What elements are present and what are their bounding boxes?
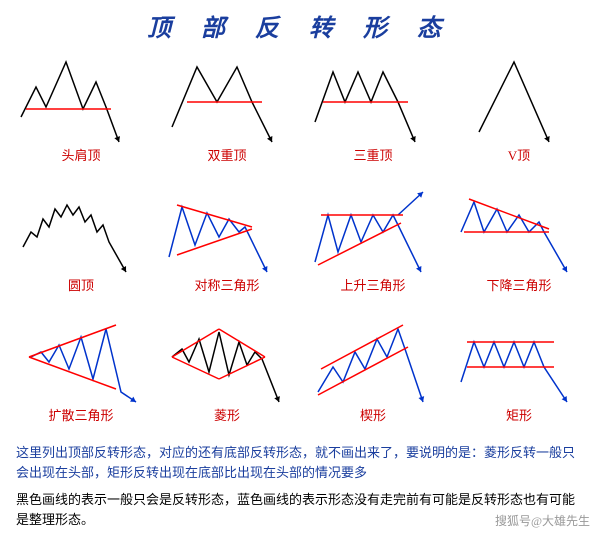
pattern-cell: V顶	[446, 47, 592, 177]
pattern-cell: 上升三角形	[300, 177, 446, 307]
pattern-chart	[303, 47, 443, 147]
pattern-label: 三重顶	[353, 145, 392, 164]
pattern-cell: 扩散三角形	[8, 307, 154, 437]
pattern-cell: 矩形	[446, 307, 592, 437]
pattern-label: 矩形	[506, 405, 532, 424]
pattern-cell: 头肩顶	[8, 47, 154, 177]
watermark: 搜狐号@大雄先生	[495, 512, 590, 529]
pattern-chart	[303, 307, 443, 407]
pattern-cell: 菱形	[154, 307, 300, 437]
pattern-label: 对称三角形	[194, 275, 259, 294]
description-1: 这里列出顶部反转形态，对应的还有底部反转形态，就不画出来了，要说明的是：菱形反转…	[0, 437, 600, 484]
pattern-label: 上升三角形	[340, 275, 405, 294]
pattern-grid: 头肩顶 双重顶 三重顶 V顶 圆顶 对称三角形 上升三角形 下降三角形 扩散三角…	[0, 47, 600, 437]
pattern-chart	[11, 307, 151, 407]
pattern-chart	[449, 177, 589, 277]
pattern-label: 双重顶	[207, 145, 246, 164]
pattern-label: 扩散三角形	[48, 405, 113, 424]
pattern-cell: 三重顶	[300, 47, 446, 177]
pattern-chart	[449, 307, 589, 407]
pattern-chart	[11, 47, 151, 147]
pattern-cell: 楔形	[300, 307, 446, 437]
pattern-cell: 双重顶	[154, 47, 300, 177]
pattern-label: 下降三角形	[486, 275, 551, 294]
pattern-label: 头肩顶	[61, 145, 100, 164]
pattern-cell: 对称三角形	[154, 177, 300, 307]
pattern-label: 圆顶	[68, 275, 94, 294]
pattern-chart	[157, 307, 297, 407]
pattern-chart	[303, 177, 443, 277]
pattern-chart	[449, 47, 589, 147]
page-title: 顶 部 反 转 形 态	[0, 0, 600, 47]
pattern-cell: 下降三角形	[446, 177, 592, 307]
pattern-label: 楔形	[360, 405, 386, 424]
pattern-chart	[11, 177, 151, 277]
pattern-label: V顶	[508, 145, 530, 164]
pattern-chart	[157, 47, 297, 147]
pattern-chart	[157, 177, 297, 277]
pattern-label: 菱形	[214, 405, 240, 424]
pattern-cell: 圆顶	[8, 177, 154, 307]
